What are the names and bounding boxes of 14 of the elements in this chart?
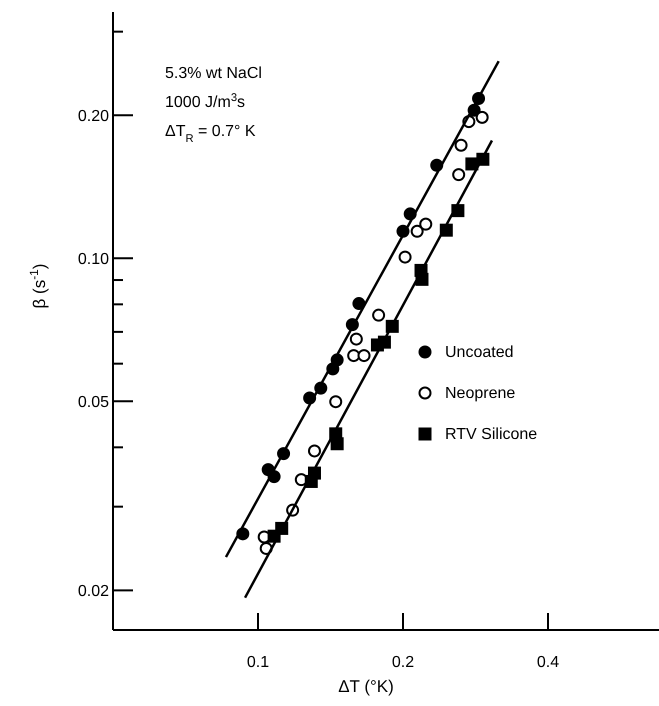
y-tick-label: 0.02 (78, 582, 110, 600)
x-tick-label: 0.1 (246, 654, 270, 671)
x-axis-title: ΔT (°K) (338, 677, 394, 696)
annotation: 5.3% wt NaCl (165, 65, 262, 82)
legend-label: Uncoated (445, 344, 514, 361)
y-tick-label: 0.05 (78, 394, 110, 411)
y-tick-label: 0.10 (78, 250, 110, 268)
x-tick-label: 0.2 (392, 654, 414, 671)
y-tick-label: 0.20 (78, 108, 110, 125)
legend-label: Neoprene (445, 385, 516, 402)
annotation: 1000 J/m$^{3}$s (165, 92, 246, 111)
annotation: ΔT$_{R}$ = 0.7° K (165, 123, 256, 145)
x-tick-label: 0.4 (536, 654, 560, 671)
legend-label: RTV Silicone (445, 426, 538, 443)
